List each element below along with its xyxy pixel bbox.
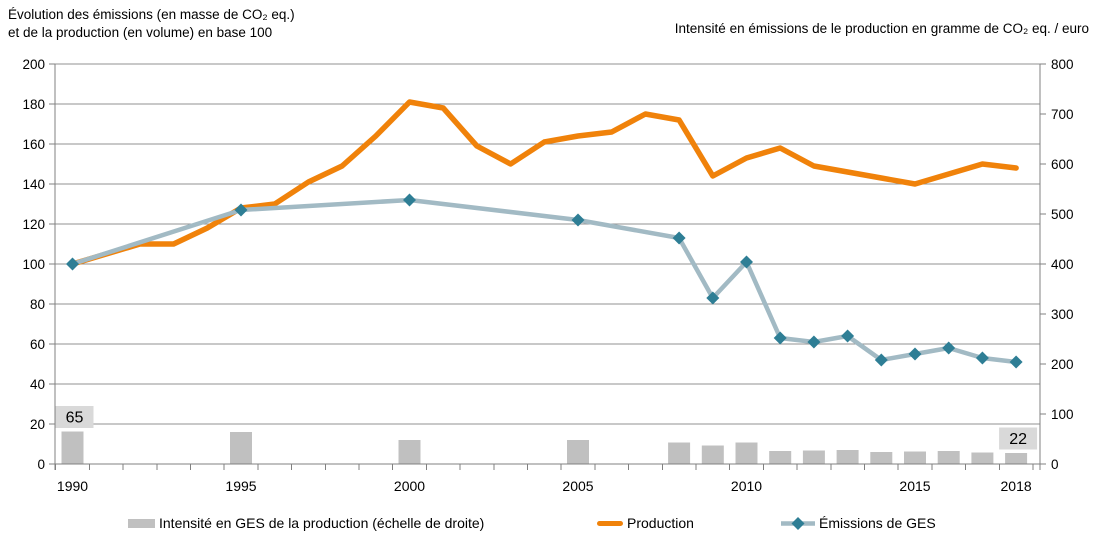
left-axis-tick-label: 140 <box>22 177 45 192</box>
legend-item-emissions: Émissions de GES <box>781 515 936 531</box>
intensity-bar <box>802 450 825 464</box>
intensity-bar <box>701 445 724 464</box>
intensity-bar <box>1005 453 1028 464</box>
right-axis-tick-label: 100 <box>1051 407 1074 422</box>
axes <box>49 64 1046 470</box>
right-axis-tick-label: 500 <box>1051 207 1074 222</box>
ges-marker-diamond-icon <box>234 203 248 217</box>
ges-marker-diamond-icon <box>672 231 686 245</box>
x-axis-tick-label: 2005 <box>562 478 593 494</box>
ges-marker-diamond-icon <box>975 351 989 365</box>
bar-value-labels: 65 22 <box>55 406 1038 450</box>
left-axis-tick-label: 180 <box>22 97 45 112</box>
intensity-bar <box>398 440 421 464</box>
bar-value-label-box <box>999 427 1038 450</box>
gridlines <box>55 63 1040 425</box>
x-axis: 1990 1995 2000 2005 2010 2015 2018 <box>55 464 1034 494</box>
left-axis-tick-label: 40 <box>30 377 45 392</box>
intensity-bar <box>61 431 84 464</box>
right-axis-tick-label: 800 <box>1051 57 1074 72</box>
ges-marker-diamond-icon <box>908 347 922 361</box>
ges-marker-diamond-icon <box>706 291 720 305</box>
x-axis-tick-label: 1990 <box>57 478 88 494</box>
ges-marker-diamond-icon <box>874 353 888 367</box>
left-axis-tick-label: 60 <box>30 337 45 352</box>
intensity-bar <box>937 451 960 464</box>
intensity-bar <box>230 432 252 464</box>
ges-marker-diamond-icon <box>403 193 416 207</box>
ges-marker-diamond-icon <box>571 213 585 227</box>
left-axis-tick-label: 80 <box>30 297 45 312</box>
intensity-bar <box>769 451 792 464</box>
right-axis: 0 100 200 300 400 500 600 700 800 <box>1040 57 1074 472</box>
x-axis-tick-label: 1995 <box>225 478 256 494</box>
intensity-bar <box>870 452 893 464</box>
ges-marker-diamond-icon <box>841 329 855 343</box>
production-line <box>69 99 1019 267</box>
right-axis-tick-label: 400 <box>1051 257 1074 272</box>
right-axis-title: Intensité en émissions de le production … <box>674 21 1089 36</box>
ges-marker-diamond-icon <box>807 335 821 349</box>
bar-value-label: 22 <box>1009 431 1027 448</box>
intensity-bars <box>61 431 1028 464</box>
bar-value-label: 65 <box>66 410 84 427</box>
left-axis-tick-label: 0 <box>37 457 45 472</box>
intensity-bar <box>735 442 758 464</box>
intensity-bar <box>904 451 926 464</box>
right-axis-tick-label: 600 <box>1051 157 1074 172</box>
x-axis-tick-label: 2010 <box>731 478 762 494</box>
intensity-bar <box>567 440 589 464</box>
left-axis-title-line1: Évolution des émissions (en masse de CO₂… <box>8 7 295 22</box>
intensity-bar <box>836 450 859 464</box>
legend-label-production: Production <box>627 515 694 531</box>
legend-item-intensity: Intensité en GES de la production (échel… <box>128 515 484 531</box>
x-axis-tick-label: 2018 <box>1001 478 1032 494</box>
legend: Intensité en GES de la production (échel… <box>0 515 1095 543</box>
ges-marker-diamond-icon <box>942 341 956 355</box>
ges-marker-diamond-icon <box>740 255 753 269</box>
intensity-bar <box>668 442 691 464</box>
x-axis-tick-label: 2015 <box>899 478 930 494</box>
right-axis-tick-label: 200 <box>1051 357 1074 372</box>
left-axis-tick-label: 20 <box>30 417 45 432</box>
intensity-bar <box>971 452 994 464</box>
line-swatch-icon <box>597 520 623 526</box>
left-axis-title-line2: et de la production (en volume) en base … <box>8 25 273 40</box>
left-axis-tick-label: 100 <box>22 257 45 272</box>
ges-marker-diamond-icon <box>66 257 79 271</box>
left-axis-tick-label: 160 <box>22 137 45 152</box>
ges-marker-diamond-icon <box>773 331 787 345</box>
legend-label-intensity: Intensité en GES de la production (échel… <box>159 515 485 531</box>
right-axis-tick-label: 300 <box>1051 307 1074 322</box>
legend-item-production: Production <box>597 515 694 531</box>
left-axis: 0 20 40 60 80 100 120 140 160 180 200 <box>22 57 55 472</box>
left-axis-tick-label: 200 <box>22 57 45 72</box>
left-axis-title: Évolution des émissions (en masse de CO₂… <box>8 6 295 42</box>
right-axis-tick-label: 0 <box>1051 457 1059 472</box>
x-axis-tick-label: 2000 <box>394 478 425 494</box>
legend-label-emissions: Émissions de GES <box>819 515 936 531</box>
line-marker-swatch-icon <box>781 516 815 530</box>
left-axis-tick-label: 120 <box>22 217 45 232</box>
ges-series <box>66 193 1023 369</box>
bar-swatch-icon <box>128 518 155 528</box>
bar-value-label-box <box>55 406 94 428</box>
ges-marker-diamond-icon <box>1009 355 1023 369</box>
right-axis-tick-label: 700 <box>1051 107 1074 122</box>
production-series <box>69 99 1019 267</box>
